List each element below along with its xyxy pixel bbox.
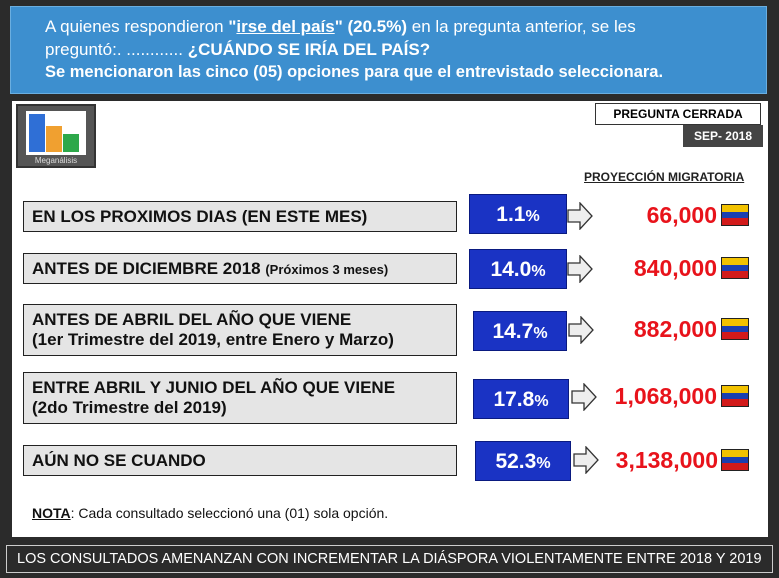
header-text: A quienes respondieron [45, 17, 229, 36]
arrow-right-icon [571, 383, 597, 411]
arrow-right-icon [573, 446, 599, 474]
option-label: ANTES DE DICIEMBRE 2018 (Próximos 3 mese… [23, 253, 457, 284]
venezuela-flag-icon [721, 204, 749, 226]
arrow-right-icon [568, 316, 594, 344]
header-line-1: A quienes respondieron "irse del país" (… [45, 15, 766, 38]
header-banner: A quienes respondieron "irse del país" (… [10, 6, 767, 94]
option-label: ANTES DE ABRIL DEL AÑO QUE VIENE (1er Tr… [23, 304, 457, 356]
footnote-text: : Cada consultado seleccionó una (01) so… [70, 505, 389, 521]
projection-value: 1,068,000 [614, 383, 717, 409]
footnote-label: NOTA [32, 505, 71, 521]
header-line-3: Se mencionaron las cinco (05) opciones p… [45, 63, 664, 81]
projection-value: 3,138,000 [615, 447, 718, 473]
projection-value: 882,000 [633, 316, 717, 342]
footer-banner: LOS CONSULTADOS AMENANZAN CON INCREMENTA… [6, 545, 773, 573]
question-type-badge: PREGUNTA CERRADA [595, 103, 761, 125]
venezuela-flag-icon [721, 385, 749, 407]
arrow-right-icon [567, 255, 593, 283]
percent-box: 52.3% [475, 441, 571, 481]
logo-caption: Meganálisis [34, 156, 78, 165]
header-percent: " (20.5%) [334, 17, 408, 36]
projection-header: PROYECCIÓN MIGRATORIA [584, 170, 745, 184]
bar-chart-logo-icon: Meganálisis [16, 104, 96, 168]
option-label: AÚN NO SE CUANDO [23, 445, 457, 476]
main-panel: Meganálisis PREGUNTA CERRADA SEP- 2018 P… [12, 101, 768, 537]
header-question: ¿CUÁNDO SE IRÍA DEL PAÍS? [187, 40, 431, 59]
percent-box: 17.8% [473, 379, 569, 419]
footnote: NOTA: Cada consultado seleccionó una (01… [32, 505, 388, 521]
venezuela-flag-icon [721, 257, 749, 279]
header-line-2: preguntó:. ............ ¿CUÁNDO SE IRÍA … [45, 38, 766, 61]
header-text-end: en la pregunta anterior, se les [407, 17, 636, 36]
arrow-right-icon [567, 202, 593, 230]
date-badge: SEP- 2018 [683, 125, 763, 147]
percent-box: 14.7% [473, 311, 567, 351]
percent-box: 1.1% [469, 194, 567, 234]
venezuela-flag-icon [721, 449, 749, 471]
option-label: ENTRE ABRIL Y JUNIO DEL AÑO QUE VIENE (2… [23, 372, 457, 424]
venezuela-flag-icon [721, 318, 749, 340]
header-quote-open: " [228, 17, 237, 36]
projection-value: 840,000 [633, 255, 717, 281]
projection-value: 66,000 [646, 202, 717, 228]
header-question-lead: preguntó:. ............ [45, 40, 188, 59]
option-label: EN LOS PROXIMOS DIAS (EN ESTE MES) [23, 201, 457, 232]
header-highlight: irse del país [236, 17, 335, 36]
percent-box: 14.0% [469, 249, 567, 289]
